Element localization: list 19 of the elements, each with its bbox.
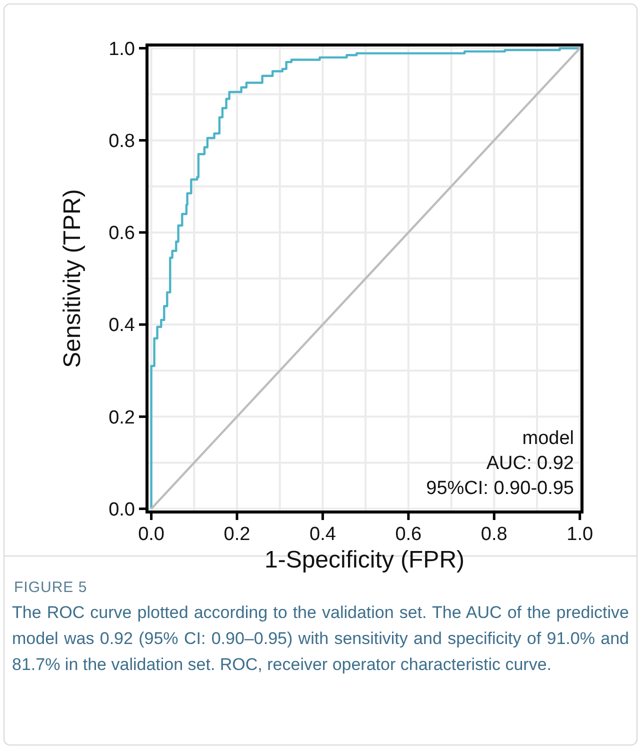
y-tick-label: 0.2 [108,407,135,428]
x-axis-title: 1-Specificity (FPR) [264,546,465,574]
y-tick-label: 0.0 [108,499,135,520]
x-tick-label: 0.8 [480,524,508,545]
x-tick-label: 0.4 [310,524,336,545]
y-tick-label: 0.6 [108,223,135,244]
x-tick-label: 1.0 [566,524,594,545]
x-tick-label: 0.0 [138,524,164,545]
x-tick-label: 0.2 [224,524,250,545]
y-tick-label: 0.4 [108,315,136,336]
y-axis-title: Sensitivity (TPR) [59,189,86,368]
annotation: 95%CI: 0.90-0.95 [426,478,574,499]
y-tick-label: 0.8 [108,130,135,152]
annotation: AUC: 0.92 [486,453,574,474]
y-tick-label: 1.0 [108,38,135,60]
text: The ROC curve plotted according to the validation set. The AUC of the predictive model was 0.92 (95% CI: 0.90–0.95) with sensitivity and specificity of 91.0% and 81.7% in the validation set. ROC, receiver operator characteristic curve. [12,602,629,676]
annotation: model [522,428,574,449]
caption: FIGURE 5 [14,579,88,596]
x-tick-label: 0.6 [395,524,422,545]
